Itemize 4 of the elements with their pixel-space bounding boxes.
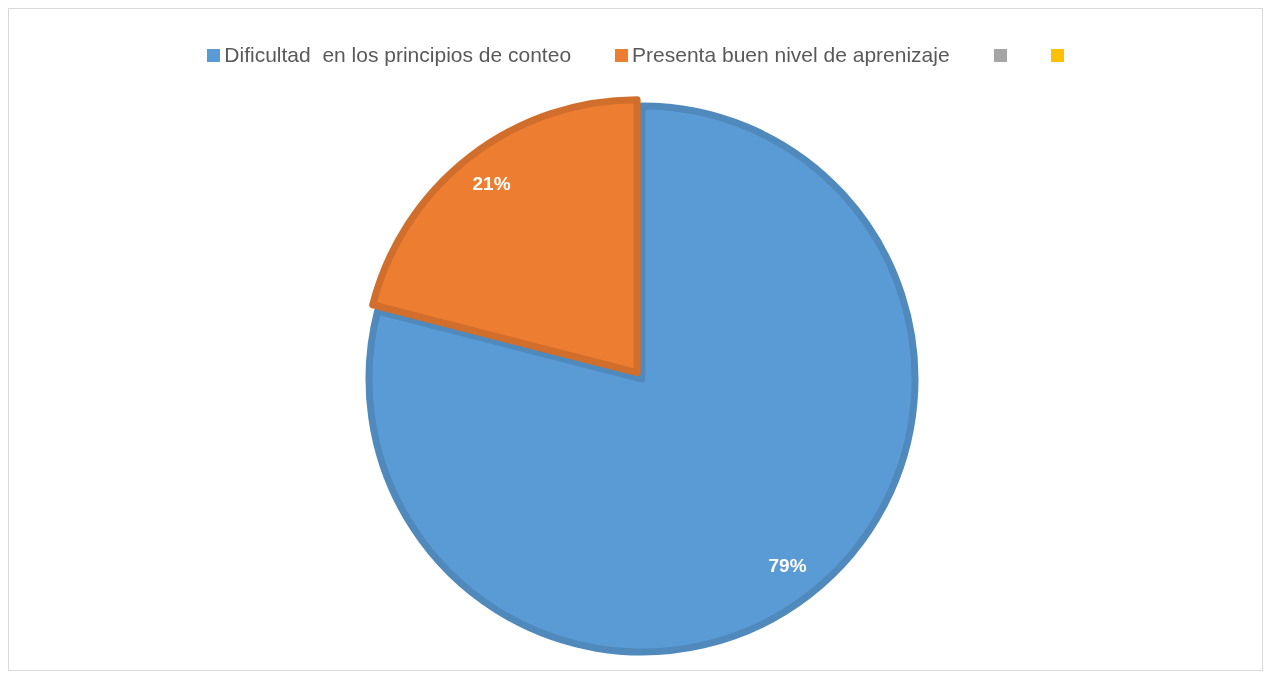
legend-label: Presenta buen nivel de aprenizaje (632, 43, 950, 67)
data-label: 79% (768, 554, 807, 576)
legend-label: Dificultad en los principios de conteo (224, 43, 572, 67)
data-label: 21% (472, 173, 511, 195)
